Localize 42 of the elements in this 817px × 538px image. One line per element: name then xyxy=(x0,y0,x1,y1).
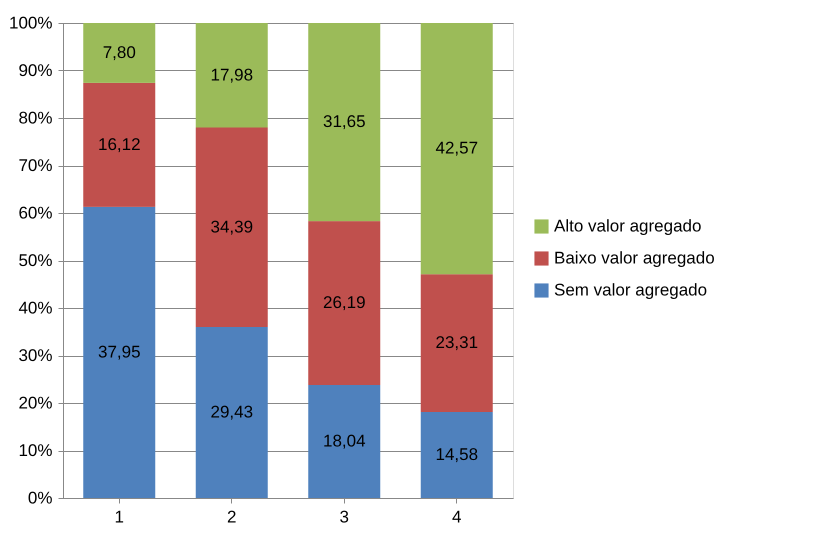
annotation: 29,43 xyxy=(210,402,254,422)
annotation: 42,57 xyxy=(435,138,478,158)
bar xyxy=(308,23,380,222)
bar xyxy=(83,82,156,207)
bar xyxy=(83,23,156,83)
annotation: 7,80 xyxy=(102,42,136,62)
bar xyxy=(420,274,493,412)
y-tick-label: 100% xyxy=(9,14,52,32)
bar xyxy=(308,384,380,498)
annotation: 18,04 xyxy=(322,431,366,450)
y-tick-label: 40% xyxy=(18,298,52,318)
annotation: 26,19 xyxy=(322,293,366,312)
legend-label: Sem valor agregado xyxy=(554,280,708,300)
x-tick-label: 3 xyxy=(340,508,349,526)
y-tick-label: 10% xyxy=(18,441,52,460)
y-tick-label: 60% xyxy=(18,204,52,222)
y-tick-label: 20% xyxy=(18,394,52,412)
annotation: 14,58 xyxy=(435,445,478,464)
bar xyxy=(308,221,380,385)
y-tick-label: 0% xyxy=(28,488,52,508)
annotation: 17,98 xyxy=(210,65,254,84)
y-tick-label: 50% xyxy=(18,251,52,270)
bar xyxy=(83,206,156,498)
annotation: 34,39 xyxy=(210,217,254,236)
bar xyxy=(420,412,493,498)
annotation: 23,31 xyxy=(435,333,478,352)
bar xyxy=(420,23,493,274)
legend-label: Baixo valor agregado xyxy=(554,248,715,268)
legend-label: Alto valor agregado xyxy=(554,216,702,236)
x-tick-label: 1 xyxy=(114,508,124,526)
annotation: 37,95 xyxy=(98,342,141,362)
bar xyxy=(196,327,268,498)
bar xyxy=(196,23,268,128)
x-tick-label: 2 xyxy=(227,508,236,526)
annotation: 31,65 xyxy=(322,112,366,132)
y-tick-label: 70% xyxy=(18,156,52,175)
y-tick-label: 80% xyxy=(18,108,52,128)
annotation: 16,12 xyxy=(98,134,141,154)
y-tick-label: 90% xyxy=(18,61,52,80)
bar xyxy=(196,128,268,327)
y-tick-label: 30% xyxy=(18,346,52,365)
x-tick-label: 4 xyxy=(452,508,462,526)
